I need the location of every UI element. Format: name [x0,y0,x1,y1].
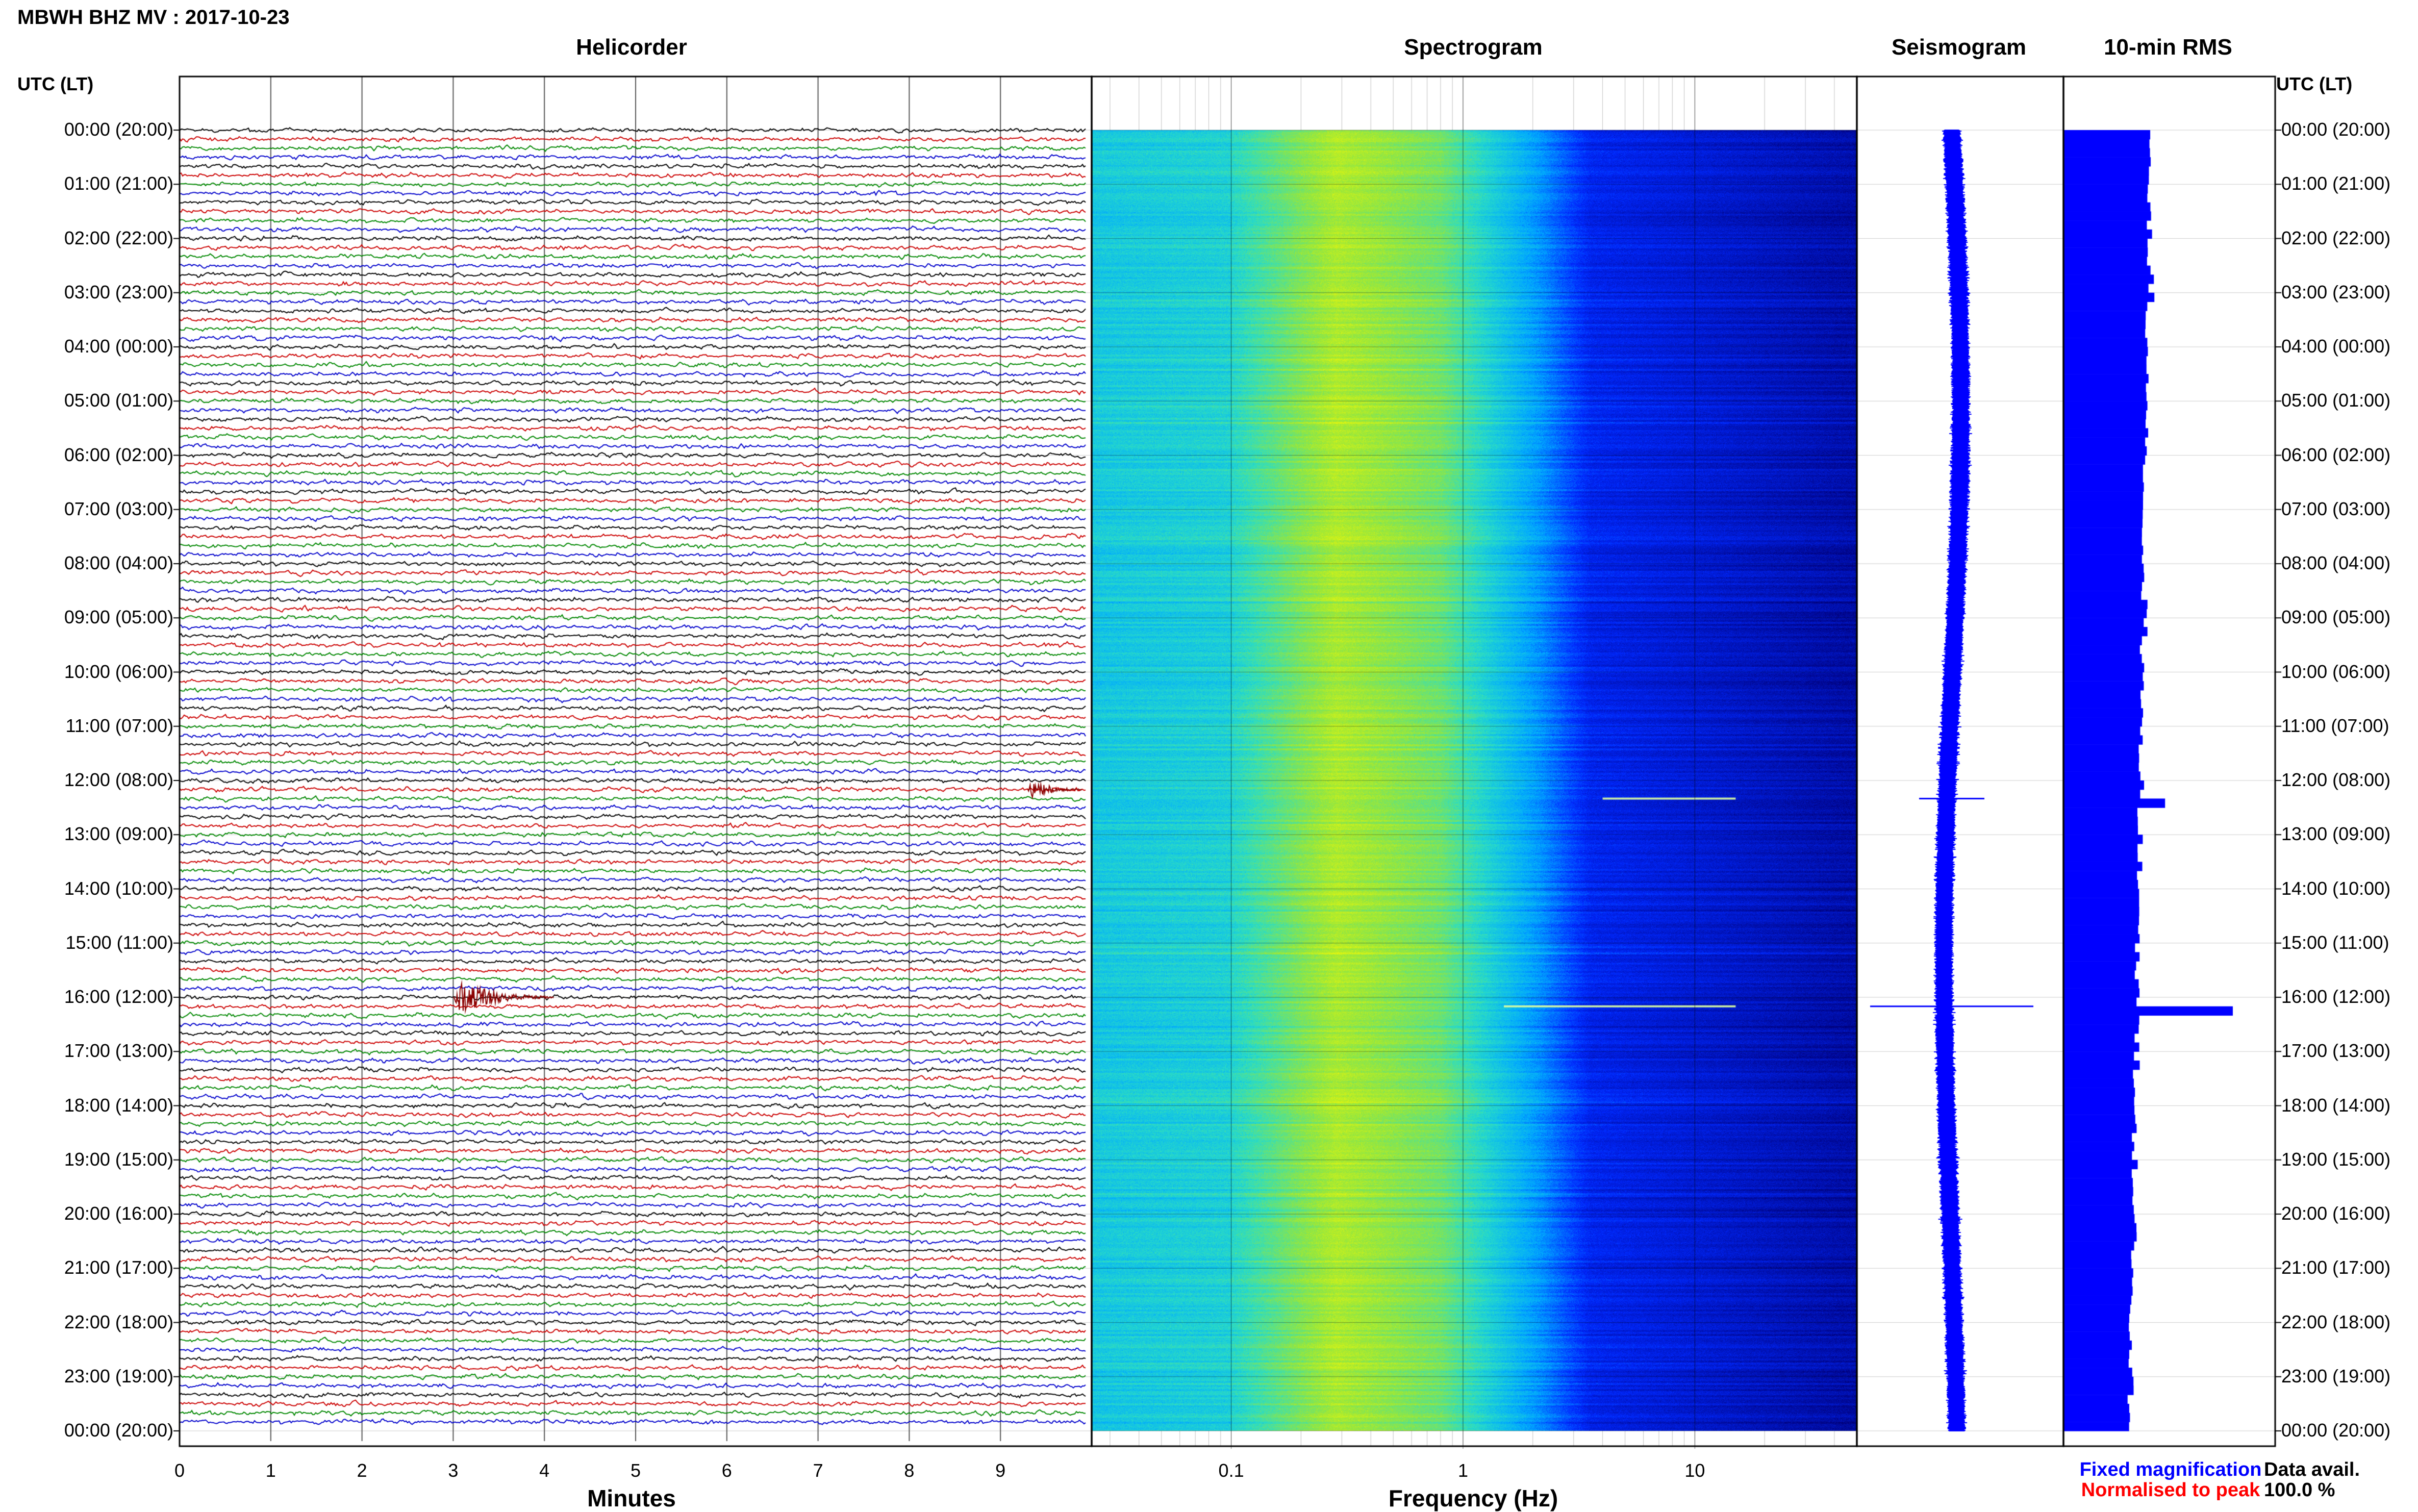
helicorder-x-tick-label: 6 [721,1460,732,1481]
spectrogram-x-tick-label: 0.1 [1218,1460,1244,1481]
time-label-right: 19:00 (15:00) [2281,1148,2391,1170]
helicorder-x-tick-label: 5 [630,1460,641,1481]
time-label-left: 00:00 (20:00) [64,119,173,140]
data-avail-value: 100.0 % [2264,1479,2335,1501]
utc-label-left: UTC (LT) [17,73,94,94]
time-label-right: 02:00 (22:00) [2281,227,2391,248]
time-label-left: 13:00 (09:00) [64,823,173,845]
time-label-left: 06:00 (02:00) [64,444,173,465]
time-label-right: 00:00 (20:00) [2281,1420,2391,1441]
time-label-right: 15:00 (11:00) [2281,931,2389,953]
time-label-right: 17:00 (13:00) [2281,1040,2391,1062]
time-label-right: 03:00 (23:00) [2281,281,2391,303]
helicorder-x-axis-label: Minutes [587,1485,676,1511]
panel-title-spectrogram: Spectrogram [1404,35,1543,60]
time-label-left: 14:00 (10:00) [64,877,173,899]
helicorder-x-tick-label: 4 [539,1460,550,1481]
time-label-left: 21:00 (17:00) [64,1257,173,1278]
time-label-right: 08:00 (04:00) [2281,552,2391,573]
time-label-right: 04:00 (00:00) [2281,336,2391,357]
helicorder-x-tick-label: 7 [813,1460,823,1481]
spectrogram-x-axis-label: Frequency (Hz) [1388,1485,1558,1511]
time-label-right: 06:00 (02:00) [2281,444,2391,465]
panel-title-seismogram: Seismogram [1891,35,2027,60]
time-label-right: 22:00 (18:00) [2281,1311,2391,1332]
helicorder-x-tick-label: 9 [995,1460,1006,1481]
time-label-left: 07:00 (03:00) [64,498,173,519]
time-label-left: 18:00 (14:00) [64,1094,173,1116]
helicorder-x-tick-label: 3 [448,1460,459,1481]
helicorder-x-tick-label: 0 [174,1460,185,1481]
time-label-left: 19:00 (15:00) [64,1148,173,1170]
panel-title-helicorder: Helicorder [576,35,687,60]
time-label-right: 23:00 (19:00) [2281,1365,2391,1387]
time-label-right: 11:00 (07:00) [2281,715,2389,736]
time-label-left: 01:00 (21:00) [64,173,173,194]
time-label-left: 03:00 (23:00) [64,281,173,303]
time-label-right: 18:00 (14:00) [2281,1094,2391,1116]
time-label-right: 21:00 (17:00) [2281,1257,2391,1278]
time-label-left: 12:00 (08:00) [64,769,173,790]
time-label-left: 08:00 (04:00) [64,552,173,573]
time-label-right: 10:00 (06:00) [2281,661,2391,682]
time-label-left: 20:00 (16:00) [64,1203,173,1224]
time-label-left: 05:00 (01:00) [64,390,173,411]
time-label-left: 04:00 (00:00) [64,336,173,357]
time-label-left: 00:00 (20:00) [64,1420,173,1441]
time-label-right: 16:00 (12:00) [2281,986,2391,1007]
panel-title-rms: 10-min RMS [2104,35,2232,60]
time-label-left: 02:00 (22:00) [64,227,173,248]
spectrogram-x-tick-label: 10 [1684,1460,1705,1481]
time-label-right: 05:00 (01:00) [2281,390,2391,411]
time-label-left: 16:00 (12:00) [64,986,173,1007]
fixed-magnification-note: Fixed magnification [2079,1459,2262,1480]
time-label-left: 17:00 (13:00) [64,1040,173,1062]
time-label-left: 23:00 (19:00) [64,1365,173,1387]
time-label-right: 00:00 (20:00) [2281,119,2391,140]
time-label-right: 12:00 (08:00) [2281,769,2391,790]
time-label-left: 11:00 (07:00) [65,715,173,736]
data-avail-label: Data avail. [2264,1459,2360,1480]
time-label-right: 13:00 (09:00) [2281,823,2391,845]
normalised-to-peak-note: Normalised to peak [2081,1479,2260,1501]
time-label-right: 07:00 (03:00) [2281,498,2391,519]
spectrogram-x-tick-label: 1 [1457,1460,1468,1481]
time-label-left: 10:00 (06:00) [64,661,173,682]
helicorder-x-tick-label: 2 [357,1460,367,1481]
time-label-left: 15:00 (11:00) [65,931,173,953]
time-label-right: 14:00 (10:00) [2281,877,2391,899]
utc-label-right: UTC (LT) [2276,73,2353,94]
time-label-right: 01:00 (21:00) [2281,173,2391,194]
time-label-right: 09:00 (05:00) [2281,607,2391,628]
helicorder-x-tick-label: 1 [265,1460,276,1481]
station-title: MBWH BHZ MV : 2017-10-23 [17,6,290,29]
time-label-right: 20:00 (16:00) [2281,1203,2391,1224]
helicorder-x-tick-label: 8 [904,1460,915,1481]
time-label-left: 22:00 (18:00) [64,1311,173,1332]
time-label-left: 09:00 (05:00) [64,607,173,628]
